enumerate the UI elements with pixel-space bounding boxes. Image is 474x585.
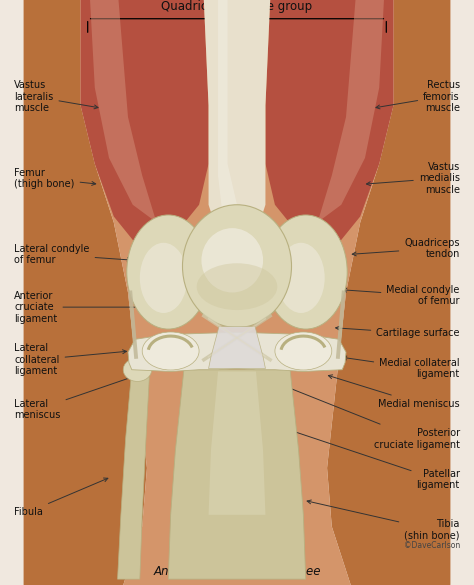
- Ellipse shape: [142, 332, 199, 370]
- Text: Lateral
meniscus: Lateral meniscus: [14, 375, 136, 420]
- Ellipse shape: [201, 228, 263, 292]
- Text: Lateral
collateral
ligament: Lateral collateral ligament: [14, 343, 127, 376]
- Text: Medial condyle
of femur: Medial condyle of femur: [343, 285, 460, 306]
- Text: ©DaveCarlson: ©DaveCarlson: [403, 541, 460, 550]
- Polygon shape: [118, 370, 149, 579]
- Text: Quadriceps
tendon: Quadriceps tendon: [352, 238, 460, 259]
- Text: Patella
(knee cap): Patella (knee cap): [206, 257, 268, 287]
- Text: Tibia
(shin bone): Tibia (shin bone): [307, 500, 460, 540]
- Text: Posterior
cruciate ligament: Posterior cruciate ligament: [281, 384, 460, 449]
- Ellipse shape: [127, 215, 210, 329]
- Polygon shape: [81, 0, 393, 585]
- Polygon shape: [209, 326, 265, 369]
- Text: Cartilage surface: Cartilage surface: [336, 326, 460, 339]
- Polygon shape: [327, 0, 450, 585]
- Polygon shape: [403, 0, 450, 585]
- Polygon shape: [318, 0, 384, 222]
- Polygon shape: [209, 371, 265, 515]
- Ellipse shape: [182, 205, 292, 328]
- Text: Vastus
medialis
muscle: Vastus medialis muscle: [366, 162, 460, 195]
- Ellipse shape: [197, 263, 277, 310]
- Ellipse shape: [277, 243, 325, 313]
- Text: Medial meniscus: Medial meniscus: [328, 375, 460, 409]
- Polygon shape: [168, 370, 306, 579]
- Text: Lateral condyle
of femur: Lateral condyle of femur: [14, 244, 131, 265]
- Polygon shape: [265, 0, 393, 252]
- Text: Fibula: Fibula: [14, 478, 108, 517]
- Text: Medial collateral
ligament: Medial collateral ligament: [343, 356, 460, 379]
- Polygon shape: [24, 0, 71, 585]
- Ellipse shape: [264, 215, 347, 329]
- Ellipse shape: [140, 243, 187, 313]
- Text: Vastus
lateralis
muscle: Vastus lateralis muscle: [14, 80, 98, 113]
- Text: Anterior
cruciate
ligament: Anterior cruciate ligament: [14, 291, 155, 324]
- Polygon shape: [204, 0, 270, 252]
- Text: Anterior (front) view of knee: Anterior (front) view of knee: [153, 565, 321, 578]
- Ellipse shape: [123, 358, 152, 381]
- Text: Femur
(thigh bone): Femur (thigh bone): [14, 168, 96, 189]
- Polygon shape: [218, 0, 237, 234]
- Polygon shape: [81, 0, 209, 252]
- Text: Quadriceps muscle group: Quadriceps muscle group: [162, 0, 312, 13]
- Ellipse shape: [275, 332, 332, 370]
- Polygon shape: [90, 0, 156, 222]
- Polygon shape: [24, 0, 147, 585]
- Text: Rectus
femoris
muscle: Rectus femoris muscle: [376, 80, 460, 113]
- Text: Patellar
ligament: Patellar ligament: [267, 422, 460, 490]
- Polygon shape: [128, 332, 346, 371]
